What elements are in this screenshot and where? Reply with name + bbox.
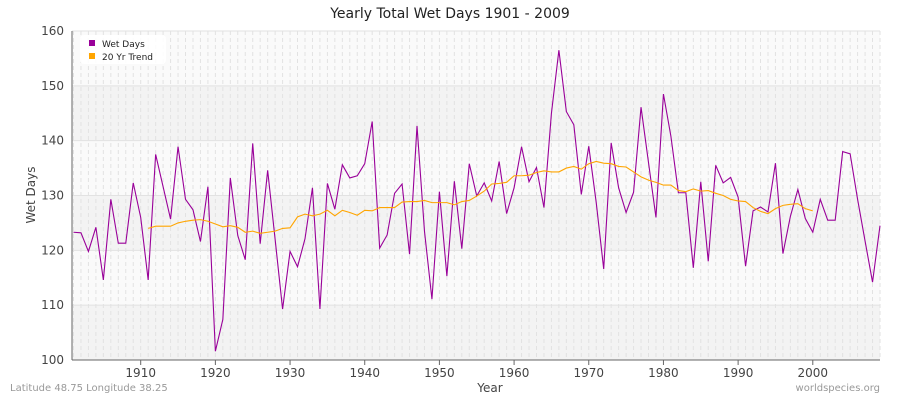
legend-swatch <box>89 40 95 46</box>
legend-swatch <box>89 53 95 59</box>
chart-title: Yearly Total Wet Days 1901 - 2009 <box>330 6 570 22</box>
y-tick-label: 150 <box>41 79 64 93</box>
x-axis-label: Year <box>476 381 502 395</box>
x-tick-label: 1980 <box>648 366 679 380</box>
x-tick-label: 2000 <box>798 366 829 380</box>
x-tick-label: 1990 <box>723 366 754 380</box>
legend-label: 20 Yr Trend <box>102 53 153 63</box>
series-line-trend <box>148 160 813 234</box>
y-tick-label: 120 <box>41 243 64 257</box>
y-tick-label: 140 <box>41 134 64 148</box>
y-tick-label: 130 <box>41 189 64 203</box>
x-tick-label: 1940 <box>349 366 380 380</box>
x-tick-label: 1920 <box>200 366 231 380</box>
legend-label: Wet Days <box>102 40 145 50</box>
x-tick-label: 1910 <box>125 366 156 380</box>
x-tick-label: 1930 <box>275 366 306 380</box>
x-tick-label: 1950 <box>424 366 455 380</box>
y-axis-label: Wet Days <box>24 166 38 223</box>
y-tick-label: 160 <box>41 24 64 38</box>
x-tick-label: 1970 <box>573 366 604 380</box>
legend-box <box>80 35 166 64</box>
source-label: worldspecies.org <box>795 383 880 394</box>
y-tick-label: 100 <box>41 353 64 367</box>
x-tick-label: 1960 <box>499 366 530 380</box>
location-label: Latitude 48.75 Longitude 38.25 <box>10 383 168 394</box>
y-tick-label: 110 <box>41 298 64 312</box>
